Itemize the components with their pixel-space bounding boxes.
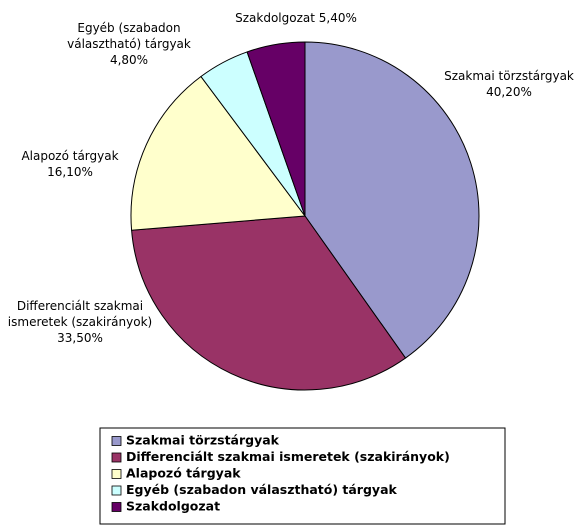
data-label-value: 40,20% bbox=[486, 85, 532, 99]
data-label-category: Differenciált szakmai ismeretek (szakirá… bbox=[7, 299, 153, 329]
legend-swatch bbox=[111, 502, 122, 512]
data-label: Alapozó tárgyak 16,10% bbox=[10, 148, 130, 180]
data-label-category: Egyéb (szabadon választható) tárgyak bbox=[67, 21, 191, 51]
data-label-category: Szakmai törzstárgyak bbox=[444, 69, 574, 83]
legend-swatch bbox=[111, 452, 122, 463]
legend-swatch bbox=[111, 469, 122, 479]
legend-label: Szakdolgozat bbox=[126, 499, 220, 514]
legend-label: Szakmai törzstárgyak bbox=[126, 433, 280, 448]
pie-slice bbox=[131, 215, 407, 391]
data-label-value: 4,80% bbox=[109, 53, 149, 67]
data-label: Differenciált szakmai ismeretek (szakirá… bbox=[4, 298, 156, 346]
legend-box bbox=[99, 427, 506, 525]
legend-label: Alapozó tárgyak bbox=[126, 466, 241, 481]
legend-label: Differenciált szakmai ismeretek (szakirá… bbox=[126, 449, 450, 464]
data-label: Szakdolgozat 5,40% bbox=[230, 10, 362, 26]
data-label-value: 33,50% bbox=[57, 331, 103, 345]
data-label: Egyéb (szabadon választható) tárgyak 4,8… bbox=[66, 20, 192, 68]
legend-label: Egyéb (szabadon választható) tárgyak bbox=[126, 482, 398, 497]
legend-swatch bbox=[111, 436, 122, 446]
data-label-category: Alapozó tárgyak bbox=[21, 149, 119, 163]
pie-slice bbox=[246, 41, 306, 217]
data-label: Szakmai törzstárgyak 40,20% bbox=[438, 68, 579, 100]
pie-slice bbox=[304, 41, 480, 359]
legend-swatch bbox=[111, 485, 122, 496]
data-label-category: Szakdolgozat bbox=[235, 11, 315, 25]
pie-slice bbox=[130, 75, 306, 231]
data-label-value: 5,40% bbox=[318, 11, 357, 25]
data-label-value: 16,10% bbox=[47, 165, 93, 179]
